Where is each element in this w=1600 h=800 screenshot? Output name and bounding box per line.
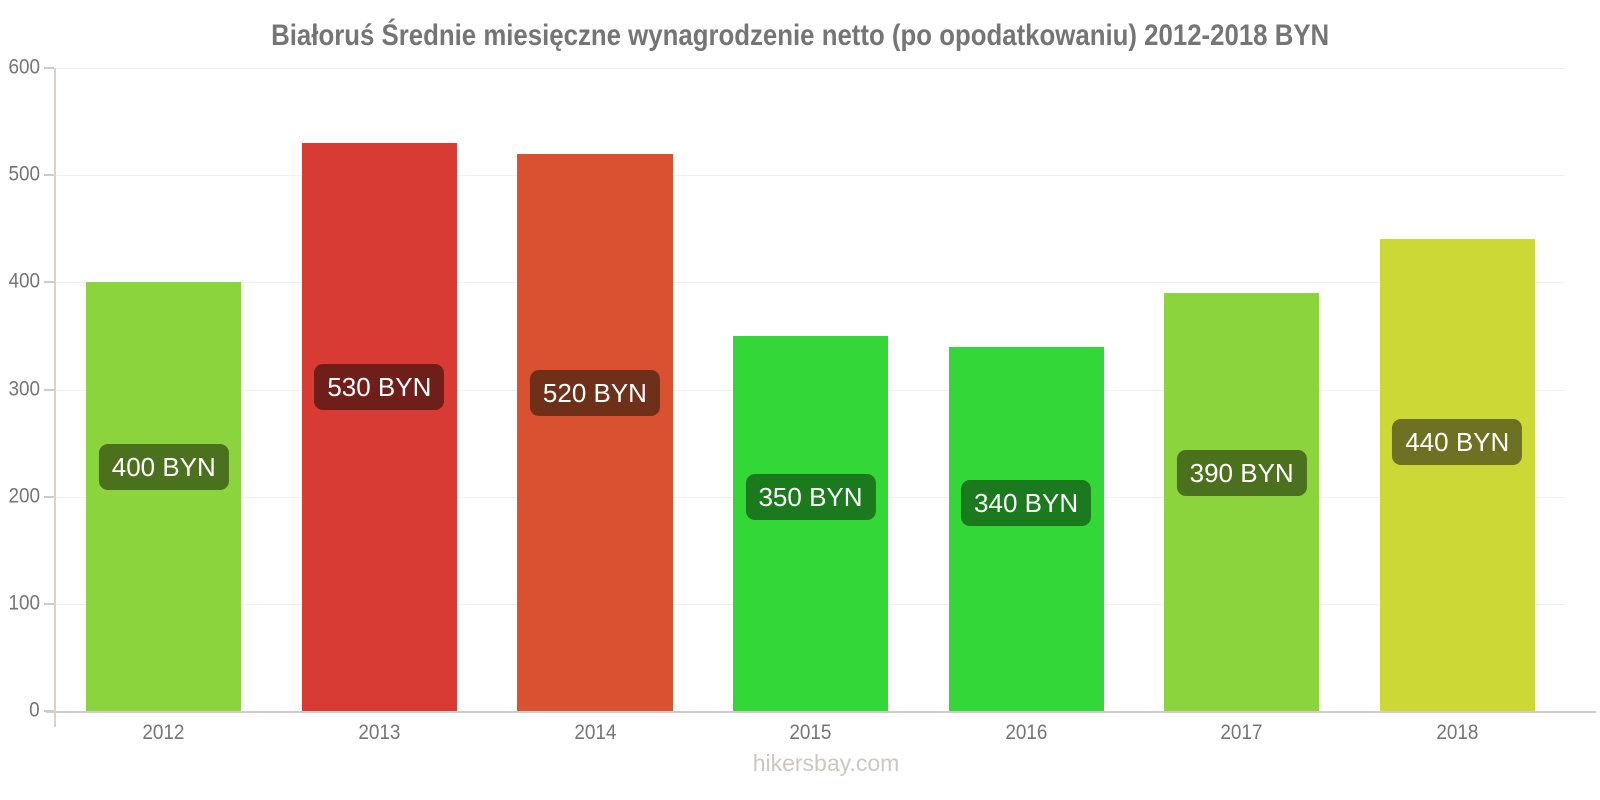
bar-2014[interactable]: 520 BYN bbox=[517, 153, 673, 711]
bar-slot-2017: 390 BYN bbox=[1134, 68, 1350, 711]
bar-slot-2016: 340 BYN bbox=[918, 68, 1134, 711]
x-axis-label-2012: 2012 bbox=[56, 721, 272, 745]
bar-value-label-2012: 400 BYN bbox=[98, 443, 229, 490]
x-axis-label-text: 2015 bbox=[789, 721, 832, 744]
x-axis-labels: 2012 2013 2014 2015 2016 2017 2018 bbox=[56, 721, 1565, 745]
y-axis-tick bbox=[44, 602, 54, 605]
x-axis-label-2016: 2016 bbox=[918, 721, 1134, 745]
gridline-600 bbox=[56, 68, 1565, 69]
y-axis-tick bbox=[44, 495, 54, 498]
bar-slot-2013: 530 BYN bbox=[272, 68, 488, 711]
x-axis-label-text: 2017 bbox=[1220, 721, 1263, 744]
x-axis-label-text: 2014 bbox=[573, 721, 616, 744]
y-axis-line bbox=[54, 68, 56, 727]
chart-title-text: Białoruś Średnie miesięczne wynagrodzeni… bbox=[270, 19, 1330, 52]
bar-value-label-2014: 520 BYN bbox=[529, 370, 660, 417]
credits-link[interactable]: hikersbay.com bbox=[752, 750, 900, 776]
x-axis-label-2017: 2017 bbox=[1134, 721, 1350, 745]
y-axis-tick-label: 100 bbox=[8, 591, 40, 615]
x-axis-label-text: 2012 bbox=[142, 721, 185, 744]
bar-value-label-2017: 390 BYN bbox=[1176, 449, 1307, 496]
plot-area: 400 BYN 530 BYN 520 BYN 350 BYN 340 BYN 390 B… bbox=[8, 56, 1596, 727]
bar-slot-2012: 400 BYN bbox=[56, 68, 272, 711]
bar-value-label-2018: 440 BYN bbox=[1392, 419, 1523, 466]
gridline-400 bbox=[56, 282, 1565, 284]
credits: hikersbay.com bbox=[56, 750, 1596, 777]
bar-2012[interactable]: 400 BYN bbox=[86, 282, 242, 711]
x-axis-label-text: 2013 bbox=[358, 721, 401, 744]
chart-title: Białoruś Średnie miesięczne wynagrodzeni… bbox=[0, 19, 1600, 53]
bar-value-label-2015: 350 BYN bbox=[745, 474, 876, 521]
bar-slot-2018: 440 BYN bbox=[1349, 68, 1565, 711]
bar-slot-2014: 520 BYN bbox=[487, 68, 703, 711]
x-axis-line bbox=[46, 711, 1596, 713]
y-axis-tick-label: 300 bbox=[8, 377, 40, 401]
bar-2015[interactable]: 350 BYN bbox=[732, 335, 889, 711]
bar-value-label-2013: 530 BYN bbox=[314, 364, 445, 411]
x-axis-label-text: 2016 bbox=[1005, 721, 1048, 744]
bar-2017[interactable]: 390 BYN bbox=[1164, 293, 1320, 711]
x-axis-label-2014: 2014 bbox=[487, 721, 703, 745]
x-axis-label-2018: 2018 bbox=[1349, 721, 1565, 745]
y-axis-tick-label: 400 bbox=[8, 269, 40, 293]
gridline-500 bbox=[56, 175, 1565, 177]
y-axis-tick-label: 500 bbox=[8, 162, 40, 186]
bar-2013[interactable]: 530 BYN bbox=[301, 143, 457, 711]
y-axis-tick-label: 0 bbox=[29, 698, 40, 722]
y-axis-tick-label: 600 bbox=[8, 55, 40, 79]
bars-group: 400 BYN 530 BYN 520 BYN 350 BYN 340 BYN 390 B… bbox=[56, 68, 1565, 711]
x-axis-label-text: 2018 bbox=[1436, 721, 1479, 744]
x-axis-label-2015: 2015 bbox=[703, 721, 919, 745]
y-axis-tick bbox=[44, 388, 54, 391]
y-axis-tick bbox=[44, 281, 54, 284]
bar-2018[interactable]: 440 BYN bbox=[1379, 239, 1535, 711]
y-axis-tick-label: 200 bbox=[8, 484, 40, 508]
x-axis-label-2013: 2013 bbox=[272, 721, 488, 745]
bar-slot-2015: 350 BYN bbox=[703, 68, 919, 711]
y-axis-tick bbox=[44, 67, 54, 69]
y-axis-tick bbox=[44, 174, 54, 177]
bar-2016[interactable]: 340 BYN bbox=[948, 346, 1104, 711]
bar-value-label-2016: 340 BYN bbox=[961, 480, 1092, 527]
